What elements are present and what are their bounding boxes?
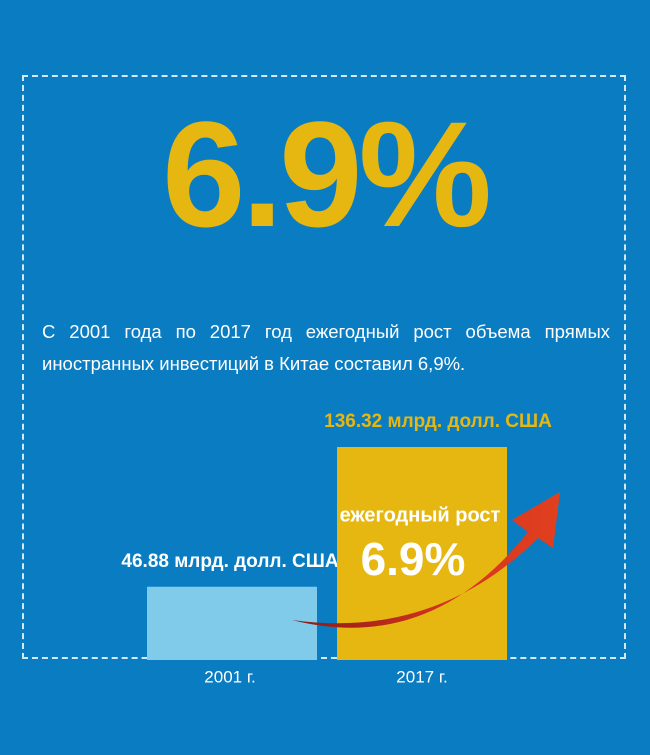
headline: 6.9% xyxy=(162,90,492,258)
growth-arrow xyxy=(292,492,560,628)
value-label: 136.32 млрд. долл. США xyxy=(324,411,552,432)
x-tick-label: 2017 г. xyxy=(396,667,447,686)
description: С 2001 года по 2017 год ежегодный рост о… xyxy=(42,321,610,374)
annotation-value: 6.9% xyxy=(361,533,466,585)
annotation-label: ежегодный рост xyxy=(340,504,501,526)
dashed-frame xyxy=(22,75,626,659)
bar xyxy=(147,586,317,660)
value-label: 46.88 млрд. долл. США xyxy=(121,551,338,572)
x-tick-label: 2001 г. xyxy=(204,667,255,686)
